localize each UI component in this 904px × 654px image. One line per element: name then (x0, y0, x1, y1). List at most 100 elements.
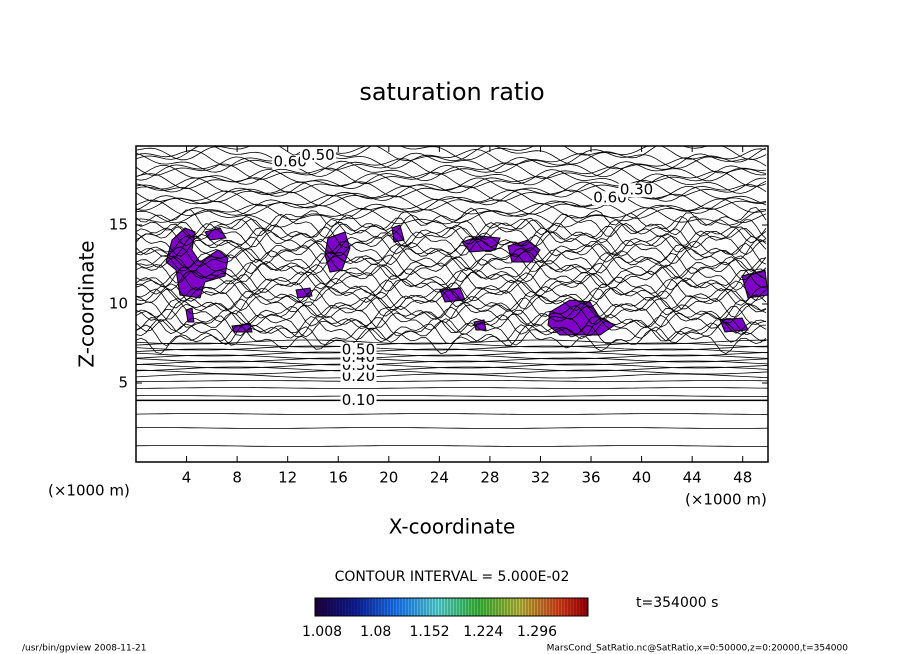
contour-line (136, 156, 767, 177)
x-tick-label: 12 (278, 469, 297, 487)
colorbar-tick-label: 1.224 (463, 624, 503, 640)
contour-line (136, 369, 768, 375)
contour-line (136, 360, 768, 366)
contour-line (136, 210, 767, 240)
x-tick-label: 24 (430, 469, 449, 487)
contour-line (136, 198, 767, 219)
contour-line (136, 275, 767, 302)
contour-line (136, 445, 768, 447)
contour-line (136, 395, 768, 397)
contour-label: 0.10 (342, 391, 375, 409)
contour-line (136, 173, 767, 194)
x-tick-label: 28 (480, 469, 499, 487)
x-axis-label: X-coordinate (389, 515, 516, 539)
contour-line (136, 169, 767, 190)
chart-title: saturation ratio (359, 78, 544, 106)
contour-line (136, 235, 767, 266)
x-tick-label: 44 (683, 469, 702, 487)
contour-line (136, 278, 767, 308)
footer-left: /usr/bin/gpview 2008-11-21 (22, 644, 146, 654)
x-tick-label: 32 (531, 469, 550, 487)
contour-line (136, 366, 768, 372)
contour-line (136, 242, 767, 268)
contour-line (136, 354, 768, 360)
contour-line (136, 258, 767, 285)
contour-line (136, 225, 767, 251)
contour-line (136, 314, 767, 340)
contour-line (136, 282, 767, 311)
contour-line (136, 287, 767, 316)
contour-line (136, 202, 767, 224)
contour-line (136, 207, 767, 228)
time-label: t=354000 s (636, 595, 718, 611)
contour-line (136, 296, 767, 324)
contour-line (136, 387, 768, 389)
contour-line (136, 190, 767, 211)
contour-line (136, 290, 767, 320)
x-tick-label: 36 (581, 469, 600, 487)
contour-label-bg (340, 342, 377, 357)
colorbar-tick-label: 1.296 (517, 624, 557, 640)
x-tick-label: 8 (232, 469, 242, 487)
colorbar (314, 597, 589, 617)
x-tick-label: 16 (329, 469, 348, 487)
y-axis-label: Z-coordinate (75, 240, 99, 367)
y-tick-label: 10 (109, 295, 128, 313)
contour-line (136, 342, 768, 348)
contour-line (136, 146, 767, 161)
contour-line (136, 363, 768, 369)
contour-label: 0.30 (620, 181, 653, 199)
footer-right: MarsCond_SatRatio.nc@SatRatio,x=0:50000,… (547, 644, 849, 654)
contour-line (136, 413, 768, 415)
x-tick-label: 48 (733, 469, 752, 487)
x-tick-label: 20 (379, 469, 398, 487)
contour-label-bg (340, 369, 377, 384)
contour-line (136, 380, 768, 382)
contour-line (136, 185, 767, 207)
contour-line (136, 298, 767, 328)
contour-line (136, 164, 767, 186)
y-unit: (×1000 m) (48, 482, 130, 500)
contour-label-bg (300, 148, 337, 163)
x-unit: (×1000 m) (685, 491, 767, 509)
contour-line (136, 194, 767, 215)
y-tick-label: 15 (109, 216, 128, 234)
contour-line (136, 324, 767, 355)
x-tick-label: 40 (632, 469, 651, 487)
contour-label-bg (340, 393, 377, 408)
contour-line (136, 251, 767, 276)
contour-interval: CONTOUR INTERVAL = 5.000E-02 (335, 569, 570, 585)
contour-line (136, 266, 767, 293)
colorbar-stripes (316, 598, 588, 616)
contour-line (136, 315, 767, 346)
contour-label-bg (618, 183, 655, 198)
contour-label-bg (272, 154, 309, 169)
contour-label: 0.50 (301, 146, 334, 164)
contour-line (136, 427, 768, 429)
contour-line (136, 146, 767, 165)
contour-line (136, 307, 767, 338)
contour-line (136, 206, 767, 236)
x-tick-label: 4 (182, 469, 192, 487)
contour-line (136, 373, 768, 379)
contour-line (136, 348, 768, 354)
contour-label: 0.50 (342, 340, 375, 358)
contour-lines (136, 146, 768, 447)
contour-line (136, 160, 767, 182)
contour-line (136, 227, 767, 257)
contour-line (136, 345, 768, 351)
supersaturated-regions (165, 224, 768, 336)
contour-line (136, 177, 767, 198)
contour-line (136, 269, 767, 300)
colorbar-tick-label: 1.152 (409, 624, 449, 640)
contour-line (136, 152, 767, 173)
colorbar-tick-label: 1.008 (302, 624, 342, 640)
contour-line (136, 234, 767, 260)
contour-line (136, 215, 767, 244)
y-tick-label: 5 (118, 374, 128, 392)
plot-area (136, 146, 768, 447)
contour-label: 0.60 (593, 189, 626, 207)
colorbar-tick-label: 1.08 (360, 624, 391, 640)
contour-line (136, 181, 767, 203)
